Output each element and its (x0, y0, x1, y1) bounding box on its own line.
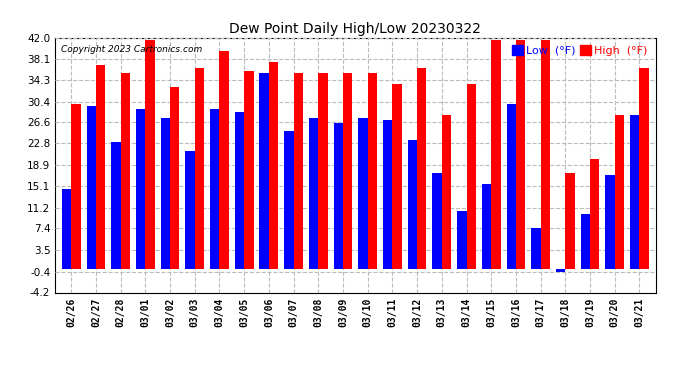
Bar (259, 74, 269, 269)
Bar (318, 74, 328, 269)
Bar (556, 269, 565, 272)
Bar (146, 40, 155, 269)
Bar (161, 117, 170, 269)
Bar (333, 123, 343, 269)
Bar (170, 87, 179, 269)
Bar (86, 106, 96, 269)
Legend: Low  (°F), High  (°F): Low (°F), High (°F) (509, 43, 650, 58)
Bar (343, 74, 353, 269)
Bar (136, 109, 146, 269)
Bar (269, 62, 278, 269)
Bar (393, 84, 402, 269)
Bar (408, 140, 417, 269)
Bar (210, 109, 219, 269)
Bar (541, 40, 550, 269)
Bar (186, 151, 195, 269)
Bar (284, 131, 293, 269)
Text: Copyright 2023 Cartronics.com: Copyright 2023 Cartronics.com (61, 45, 202, 54)
Bar (531, 228, 541, 269)
Bar (244, 70, 253, 269)
Bar (605, 176, 615, 269)
Bar (383, 120, 393, 269)
Bar (235, 112, 244, 269)
Bar (358, 117, 368, 269)
Bar (96, 65, 106, 269)
Bar (111, 142, 121, 269)
Bar (121, 74, 130, 269)
Bar (309, 117, 318, 269)
Bar (442, 115, 451, 269)
Bar (368, 74, 377, 269)
Bar (630, 115, 640, 269)
Bar (615, 115, 624, 269)
Bar (466, 84, 476, 269)
Bar (417, 68, 426, 269)
Bar (516, 40, 525, 269)
Bar (71, 104, 81, 269)
Title: Dew Point Daily High/Low 20230322: Dew Point Daily High/Low 20230322 (229, 22, 482, 36)
Bar (219, 51, 229, 269)
Bar (195, 68, 204, 269)
Bar (506, 104, 516, 269)
Bar (590, 159, 600, 269)
Bar (565, 173, 575, 269)
Bar (62, 189, 71, 269)
Bar (640, 68, 649, 269)
Bar (293, 74, 303, 269)
Bar (482, 184, 491, 269)
Bar (581, 214, 590, 269)
Bar (457, 211, 466, 269)
Bar (433, 173, 442, 269)
Bar (491, 40, 501, 269)
